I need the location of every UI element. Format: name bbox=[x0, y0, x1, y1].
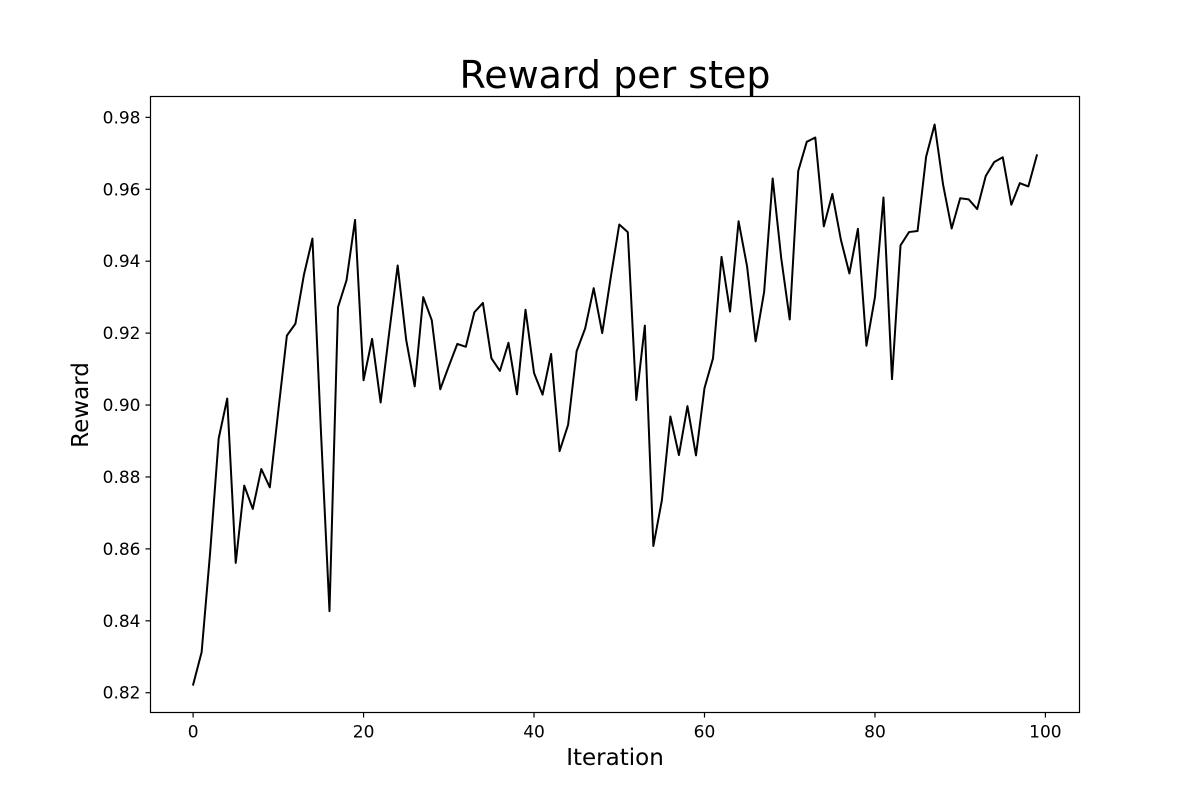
x-axis: 0 20 40 60 80 100 bbox=[188, 712, 1062, 743]
x-tick-label: 0 bbox=[188, 723, 199, 743]
y-axis: 0.82 0.84 0.86 0.88 0.90 0.92 0.94 0.96 0.98 bbox=[103, 108, 151, 704]
x-tick-label: 80 bbox=[864, 723, 886, 743]
y-tick-label: 0.96 bbox=[103, 180, 141, 200]
series-group bbox=[192, 123, 1038, 686]
plot-frame bbox=[149, 95, 1081, 714]
y-tick-label: 0.84 bbox=[103, 612, 141, 632]
x-tick-label: 100 bbox=[1029, 723, 1061, 743]
y-tick-label: 0.88 bbox=[103, 468, 141, 488]
x-tick-label: 20 bbox=[353, 723, 375, 743]
x-tick-label: 40 bbox=[523, 723, 545, 743]
y-tick-label: 0.92 bbox=[103, 324, 141, 344]
y-tick-label: 0.98 bbox=[103, 108, 141, 128]
y-tick-label: 0.86 bbox=[103, 540, 141, 560]
x-axis-title: Iteration bbox=[566, 745, 664, 771]
y-tick-label: 0.82 bbox=[103, 684, 141, 704]
series-line bbox=[192, 123, 1038, 686]
x-tick-label: 60 bbox=[694, 723, 716, 743]
y-tick-label: 0.90 bbox=[103, 396, 141, 416]
chart-title: Reward per step bbox=[460, 53, 771, 97]
y-axis-title: Reward bbox=[68, 362, 94, 448]
y-tick-label: 0.94 bbox=[103, 252, 141, 272]
